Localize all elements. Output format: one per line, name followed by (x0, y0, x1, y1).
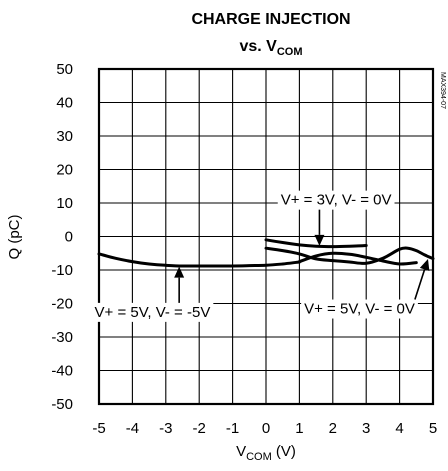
x-tick-label-7: 2 (329, 420, 337, 437)
series-line-3 (297, 251, 418, 266)
annotation-bg-1 (91, 302, 214, 322)
annotation-arrow-2 (414, 269, 426, 300)
y-tick-label-9: -40 (51, 363, 73, 380)
annotation-layer: V+ = 3V, V- = 0V V+ = 5V, V- = -5V V+ = 5V… (91, 190, 430, 322)
annotation-bg-0 (277, 190, 395, 210)
x-tick-label-5: 0 (262, 420, 270, 437)
x-tick-label-4: -1 (226, 420, 239, 437)
annotation-arrowhead-1 (174, 266, 185, 278)
annotation-arrowhead-0 (314, 234, 325, 246)
plot-frame (97, 67, 435, 406)
chart-title-line1: CHARGE INJECTION (191, 11, 350, 28)
x-tick-label-10: 5 (429, 420, 437, 437)
series-line-0 (97, 252, 301, 268)
tick-labels: -5 -4 -3 -2 -1 0 1 2 3 4 550403020100-10-20-30-40-… (51, 61, 437, 437)
grid (98, 68, 434, 405)
y-tick-label-5: 0 (65, 229, 73, 246)
x-tick-label-8: 3 (362, 420, 370, 437)
x-tick-label-3: -2 (193, 420, 206, 437)
annotation-label-0: V+ = 3V, V- = 0V (281, 192, 392, 209)
x-tick-label-1: -4 (126, 420, 139, 437)
y-axis-label: Q (pC) (6, 214, 23, 259)
chart-title-line2: vs. VCOM (239, 38, 302, 58)
series-line-1 (264, 238, 368, 249)
x-tick-label-2: -3 (159, 420, 172, 437)
annotation-label-2: V+ = 5V, V- = 0V (304, 301, 415, 318)
y-tick-label-7: -20 (51, 296, 73, 313)
y-tick-label-0: 50 (56, 61, 73, 78)
series-line-2 (264, 246, 435, 265)
x-tick-label-9: 4 (395, 420, 403, 437)
y-tick-label-1: 40 (56, 95, 73, 112)
y-tick-label-3: 20 (56, 162, 73, 179)
annotation-bg-2 (301, 299, 418, 319)
x-tick-label-0: -5 (92, 420, 105, 437)
y-tick-label-8: -30 (51, 329, 73, 346)
y-tick-label-4: 10 (56, 195, 73, 212)
y-tick-label-10: -50 (51, 396, 73, 413)
y-tick-label-6: -10 (51, 262, 73, 279)
annotation-arrowhead-2 (419, 258, 430, 271)
x-tick-label-6: 1 (295, 420, 303, 437)
y-tick-label-2: 30 (56, 128, 73, 145)
series-layer (97, 238, 435, 268)
x-axis-label: VCOM (V) (236, 443, 296, 463)
part-watermark: MAX394-07 (439, 72, 446, 109)
annotation-label-1: V+ = 5V, V- = -5V (95, 304, 211, 321)
